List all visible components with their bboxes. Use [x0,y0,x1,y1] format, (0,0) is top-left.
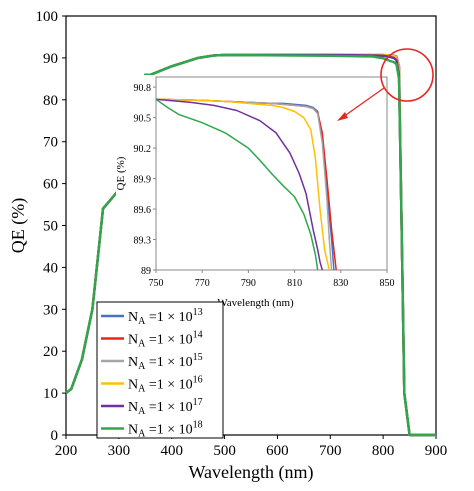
y-tick-label: 0 [51,428,59,444]
y-tick-label: 60 [43,177,58,193]
legend-entry-0: NA =1 × 1013 [128,307,203,327]
legend-entry-3: NA =1 × 1016 [128,375,203,395]
legend-mid: =1 × 10 [145,310,192,325]
x-tick-label: 800 [372,443,395,459]
y-tick-label: 40 [43,260,58,276]
y-tick-label: 20 [43,344,58,360]
y-tick-label: 10 [43,386,58,402]
legend-mid: =1 × 10 [145,400,192,415]
legend-base: N [128,310,138,325]
legend-base: N [128,333,138,348]
y-tick-label: 90 [43,51,58,67]
inset-plot: 89 89.3 89.6 89.9 90.2 90.5 90.8 750 770 790 810 83… [115,75,395,312]
inset-x-tick-label: 770 [195,278,210,289]
legend-mid: =1 × 10 [145,378,192,393]
legend-base: N [128,423,138,438]
legend-base: N [128,400,138,415]
legend-sub: A [138,406,146,417]
inset-series-line-2 [155,98,333,271]
inset-x-tick-label: 790 [241,278,256,289]
y-tick-label: 30 [43,302,58,318]
inset-x-axis-title: Wavelength (nm) [217,297,294,309]
legend-entry-4: NA =1 × 1017 [128,397,203,417]
inset-series-line-5 [155,98,319,271]
legend-sup: 13 [193,307,203,318]
zoom-circle [380,48,434,102]
inset-y-tick-label: 90.2 [134,144,152,155]
y-tick-label: 100 [36,9,59,25]
inset-series-line-3 [155,98,331,271]
inset-y-tick-label: 89.3 [134,236,152,247]
y-tick-label: 70 [43,135,58,151]
legend-sub: A [138,384,146,395]
inset-x-tick-label: 810 [287,278,302,289]
legend-sub: A [138,339,146,350]
legend-sup: 15 [193,352,203,363]
legend-entry-5: NA =1 × 1018 [128,420,203,440]
x-tick-label: 700 [319,443,342,459]
inset-y-tick-label: 89.6 [134,205,152,216]
x-tick-label: 300 [108,443,131,459]
inset-y-axis-title: QE (%) [115,156,127,190]
legend-entry-2: NA =1 × 1015 [128,352,203,372]
x-tick-label: 500 [213,443,236,459]
zoom-arrow-line [342,87,385,118]
legend-sup: 18 [193,420,203,431]
inset-x-tick-label: 750 [149,278,164,289]
legend-box [96,301,224,439]
y-tick-label: 80 [43,93,58,109]
inset-y-tick-label: 90.8 [134,83,152,94]
zoom-annotation [337,48,434,121]
y-axis-title: QE (%) [8,198,29,253]
y-tick-label: 50 [43,219,58,235]
legend-sup: 16 [193,375,203,386]
series-line-5 [65,53,436,437]
legend-sub: A [138,361,146,372]
x-tick-label: 400 [160,443,183,459]
legend-mid: =1 × 10 [145,333,192,348]
inset-y-tick-label: 89.9 [134,175,152,186]
main-plot: 0 10 20 30 40 50 60 70 80 90 100 200 300 400 500 600 700… [8,9,447,483]
inset-series-line-4 [155,98,324,271]
x-tick-label: 200 [55,443,78,459]
x-axis-title: Wavelength (nm) [188,462,313,483]
legend-base: N [128,378,138,393]
inset-x-tick-label: 850 [380,278,395,289]
x-tick-label: 900 [425,443,448,459]
legend-entry-1: NA =1 × 1014 [128,330,203,350]
legend-sup: 17 [193,397,203,408]
legend-sup: 14 [193,330,203,341]
inset-y-tick-label: 89 [141,266,151,277]
zoom-arrow-head [337,112,348,121]
legend-sub: A [138,316,146,327]
legend-mid: =1 × 10 [145,423,192,438]
inset-x-tick-label: 830 [333,278,348,289]
legend-mid: =1 × 10 [145,355,192,370]
legend-base: N [128,355,138,370]
legend-sub: A [138,429,146,440]
x-tick-label: 600 [266,443,289,459]
inset-y-tick-label: 90.5 [134,114,152,125]
